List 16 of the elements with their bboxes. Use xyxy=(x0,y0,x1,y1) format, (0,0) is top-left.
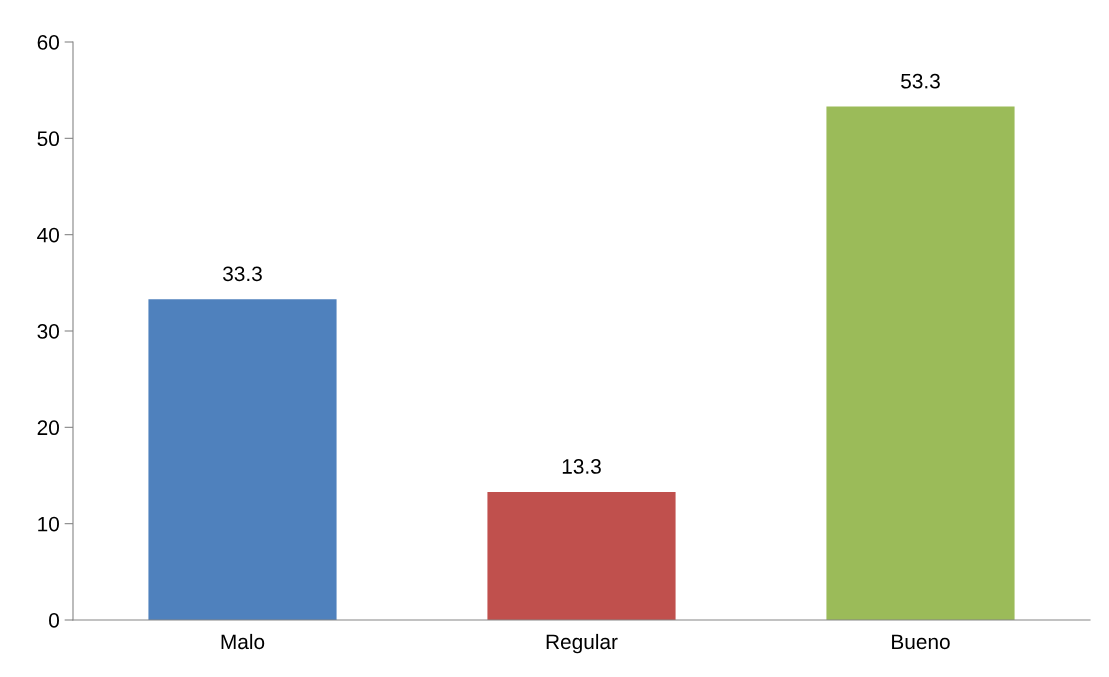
data-label: 53.3 xyxy=(901,73,940,89)
y-tick-label: 0 xyxy=(49,613,59,628)
y-tick-label: 50 xyxy=(37,131,59,147)
y-tick-label: 30 xyxy=(37,324,59,339)
y-tick-label: 40 xyxy=(37,227,59,243)
x-tick-label: Regular xyxy=(546,633,618,654)
y-tick-label: 60 xyxy=(37,35,59,50)
data-label: 33.3 xyxy=(223,266,262,282)
data-label: 13.3 xyxy=(562,459,601,474)
y-tick-label: 10 xyxy=(38,516,59,532)
x-tick-label: Bueno xyxy=(892,634,950,650)
y-tick-label: 20 xyxy=(37,420,59,436)
bar xyxy=(148,299,337,620)
x-tick-label: Malo xyxy=(221,633,265,650)
bar xyxy=(826,106,1015,620)
bar xyxy=(487,491,676,620)
